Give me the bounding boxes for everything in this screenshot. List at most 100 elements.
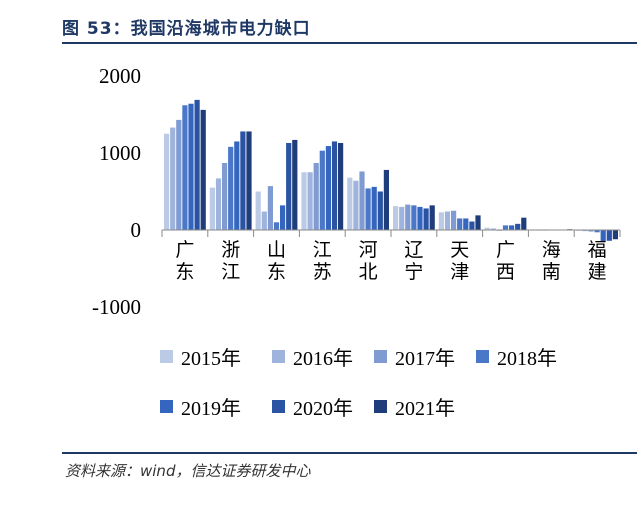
legend-label: 2020年 [293,398,353,420]
bar-2020年-广西 [515,223,521,230]
legend-label: 2017年 [395,348,455,370]
bar-2017年-浙江 [222,163,228,230]
legend-item: 2016年 [272,342,353,371]
bar-2019年-福建 [600,230,606,242]
bar-2018年-福建 [594,230,600,233]
bar-2020年-辽宁 [423,208,429,230]
source-note: 资料来源：wind，信达证券研发中心 [65,462,311,480]
legend-label: 2019年 [181,398,241,420]
bar-2018年-辽宁 [411,205,417,230]
bar-2021年-河北 [383,169,389,230]
legend-swatch [160,350,173,363]
bar-2015年-辽宁 [393,206,399,230]
bar-2017年-福建 [588,230,594,232]
bar-2019年-天津 [463,218,469,230]
bar-2021年-福建 [612,230,618,240]
bar-2016年-河北 [353,180,359,230]
legend-swatch [160,400,173,413]
bar-2015年-广东 [164,133,170,230]
bar-2019年-浙江 [234,141,240,230]
x-axis-ticks [161,230,621,237]
bar-2016年-广东 [170,127,176,230]
bar-2018年-广西 [502,225,509,230]
bar-2021年-江苏 [338,142,344,230]
bar-2017年-山东 [267,186,273,230]
bar-2018年-浙江 [228,146,234,230]
category-label: 辽宁 [404,239,423,283]
bar-2015年-江苏 [301,172,307,230]
legend-swatch [272,400,285,413]
bar-2017年-广东 [176,119,182,230]
category-label: 福建 [588,239,607,283]
bar-2019年-河北 [371,186,377,230]
bar-2019年-山东 [280,205,286,230]
legend-swatch [374,400,387,413]
bar-2021年-辽宁 [429,205,435,230]
y-axis-ticks: 2000 1000 0 -1000 [92,64,141,319]
bar-2021年-广西 [521,217,527,230]
bar-2015年-山东 [255,191,261,230]
chart-title: 图 53：我国沿海城市电力缺口 [62,19,311,39]
legend-item: 2021年 [374,392,455,421]
figure-header: 图 53：我国沿海城市电力缺口 [0,0,641,44]
bar-2018年-广东 [182,105,188,230]
bar-2021年-山东 [292,139,298,230]
bar-2017年-辽宁 [405,204,411,230]
legend-swatch [272,350,285,363]
bar-2016年-天津 [444,211,451,230]
bar-2021年-广东 [200,109,206,230]
legend-item: 2015年 [160,342,241,371]
bar-2016年-辽宁 [399,206,405,230]
bar-2020年-天津 [469,221,475,230]
bar-2016年-浙江 [215,178,222,230]
bar-2017年-江苏 [313,163,319,230]
bar-2017年-天津 [451,210,457,230]
legend-item: 2019年 [160,392,241,421]
legend-label: 2021年 [395,398,455,420]
bar-2015年-浙江 [209,187,215,230]
bar-2020年-福建 [606,230,612,241]
legend-swatch [374,350,387,363]
category-label: 海南 [542,239,561,283]
legend-swatch [476,350,489,363]
category-label: 广东 [175,239,194,283]
bar-2018年-河北 [365,188,371,230]
title-divider [62,42,637,44]
legend-item: 2017年 [374,342,455,371]
bar-2021年-浙江 [246,131,252,230]
bar-2019年-江苏 [325,146,331,230]
bar-2020年-江苏 [331,141,338,230]
category-label: 河北 [359,239,378,283]
bar-2020年-广东 [194,99,200,230]
bar-2016年-福建 [582,230,588,232]
bar-2018年-天津 [457,218,463,230]
bar-2019年-广东 [188,103,194,230]
category-label: 天津 [450,239,469,283]
bar-2019年-广西 [509,225,515,230]
y-tick-label: 2000 [99,64,141,88]
bar-series [164,99,618,242]
bar-2015年-河北 [347,177,353,230]
category-label: 江苏 [313,239,332,283]
legend-label: 2015年 [181,348,241,370]
bar-2017年-河北 [359,171,365,230]
legend-label: 2018年 [497,348,557,370]
bar-2020年-浙江 [240,131,246,230]
legend-label: 2016年 [293,348,353,370]
legend-item: 2020年 [272,392,353,421]
bar-2016年-江苏 [307,172,313,230]
bar-2015年-天津 [438,212,444,230]
y-tick-label: -1000 [92,295,141,319]
bar-2016年-山东 [261,211,267,230]
bar-2019年-辽宁 [417,206,423,230]
bar-2015年-广西 [484,227,490,230]
bar-2018年-江苏 [319,150,325,230]
y-tick-label: 1000 [99,141,141,165]
y-tick-label: 0 [131,218,142,242]
bar-2020年-山东 [286,142,292,230]
category-label: 山东 [267,239,286,283]
source-divider [62,452,637,454]
bar-2016年-广西 [490,228,496,230]
